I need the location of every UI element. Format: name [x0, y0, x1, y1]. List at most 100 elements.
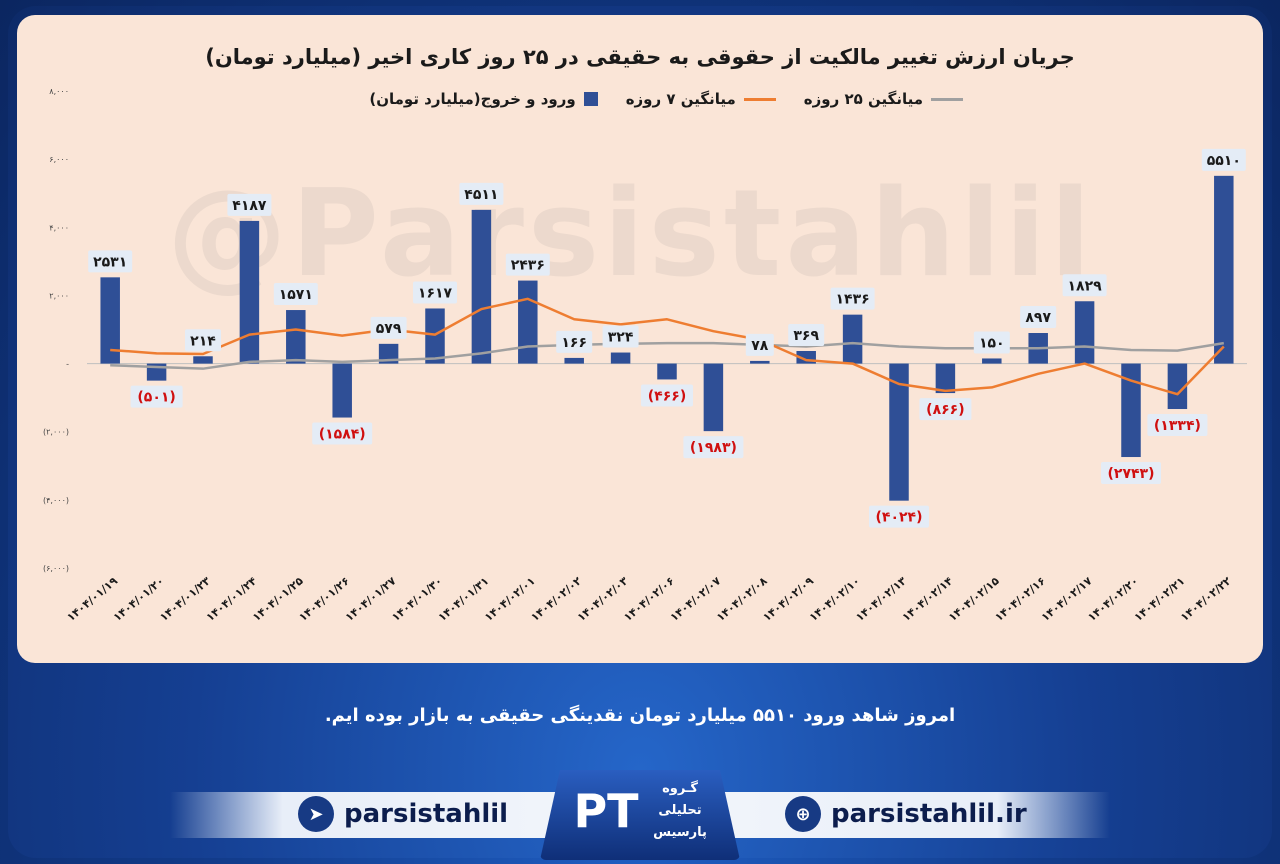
data-label-bg — [1201, 148, 1246, 171]
watermark: @Parsistahlil — [167, 165, 1096, 304]
bar — [842, 314, 863, 364]
bar — [378, 343, 399, 364]
bar — [982, 358, 1002, 364]
telegram-link[interactable]: ➤ parsistahlil — [298, 796, 508, 832]
bar — [703, 363, 724, 432]
y-tick-label: ۴,۰۰۰ — [49, 223, 69, 232]
bar — [610, 352, 631, 364]
data-label-bg — [505, 253, 550, 276]
legend-swatch-25day — [931, 97, 963, 101]
logo-text: گـروه تحلیلی پارسیس — [640, 778, 720, 844]
bar — [750, 360, 770, 364]
data-label-bg — [869, 505, 929, 528]
chart-legend: میانگین ۲۵ روزه میانگین ۷ روزه ورود و خر… — [369, 90, 963, 108]
line-25day-average — [110, 341, 1224, 370]
logo-text-line-2: تحلیلی — [658, 803, 702, 818]
data-label: ۱۸۲۹ — [1068, 278, 1103, 294]
legend-item-flow: ورود و خروج(میلیارد تومان) — [369, 90, 598, 108]
data-label-bg — [602, 325, 639, 348]
data-label-bg — [830, 287, 875, 310]
data-label: ۱۵۰ — [979, 335, 1005, 351]
bar — [286, 310, 306, 364]
data-label: (۸۶۶) — [926, 402, 964, 418]
data-label: ۵۷۹ — [376, 321, 402, 337]
legend-label-flow: ورود و خروج(میلیارد تومان) — [369, 90, 576, 108]
bar — [100, 277, 120, 364]
data-label: (۵۰۱) — [137, 390, 175, 406]
data-label-bg — [973, 331, 1010, 354]
data-label-bg — [185, 329, 221, 352]
data-label: ۱۶۱۷ — [418, 285, 453, 301]
data-label-bg — [312, 422, 373, 445]
data-label: ۵۵۱۰ — [1207, 153, 1241, 169]
data-label-bg — [1147, 414, 1208, 437]
data-label-bg — [683, 436, 744, 459]
bar — [1074, 301, 1095, 364]
caption-text: امروز شاهد ورود ۵۵۱۰ میلیارد تومان نقدین… — [324, 705, 956, 726]
data-label-bg — [370, 316, 407, 339]
y-tick-label: (۶,۰۰۰) — [43, 564, 69, 573]
data-label: (۴۰۲۴) — [876, 510, 923, 526]
telegram-handle: parsistahlil — [344, 799, 509, 829]
bar — [889, 363, 909, 501]
bar — [1167, 363, 1188, 410]
data-label-bg — [1062, 274, 1107, 297]
data-label-bg — [459, 182, 504, 205]
data-label: ۳۲۴ — [608, 330, 634, 346]
logo-text-line-3: پارسیس — [653, 825, 707, 840]
chart-panel: @Parsistahlil جریان ارزش تغییر مالکیت از… — [17, 15, 1263, 663]
data-label-bg — [1020, 306, 1057, 329]
legend-swatch-7day — [743, 97, 776, 101]
bar — [239, 220, 260, 364]
data-label-bg — [788, 323, 825, 346]
data-label-bg — [88, 250, 133, 273]
legend-swatch-flow — [583, 92, 598, 106]
y-tick-label: ۶,۰۰۰ — [49, 155, 69, 164]
data-label: ۲۵۳۱ — [93, 254, 127, 270]
data-label: ۴۱۸۷ — [232, 198, 267, 214]
data-label-bg — [556, 330, 593, 353]
data-label-bg — [273, 283, 318, 306]
data-label: ۷۸ — [751, 338, 769, 354]
data-label: ۱۴۳۶ — [836, 292, 870, 308]
bar — [1214, 175, 1234, 364]
bar — [425, 308, 445, 364]
data-label-bg — [130, 385, 183, 408]
legend-label-25day: میانگین ۲۵ روزه — [803, 90, 923, 108]
data-label: (۱۹۸۳) — [690, 440, 737, 456]
y-tick-label: - — [66, 360, 69, 369]
legend-label-7day: میانگین ۷ روزه — [625, 90, 736, 108]
x-tick-label: ۱۴۰۴/۰۲/۲۲ — [1178, 574, 1234, 624]
globe-icon: ⊕ — [785, 796, 821, 832]
data-label: ۲۱۴ — [190, 333, 216, 349]
data-label-bg — [1101, 462, 1161, 485]
data-label: ۲۴۳۶ — [511, 258, 545, 274]
data-label: (۱۵۸۴) — [319, 427, 366, 443]
data-label: (۲۷۴۳) — [1108, 466, 1155, 482]
data-label: (۱۳۳۴) — [1154, 418, 1201, 434]
data-label-bg — [413, 281, 457, 304]
bar — [1121, 363, 1141, 458]
bar — [518, 280, 538, 364]
data-label: ۱۶۶ — [561, 335, 587, 351]
legend-item-25day: میانگین ۲۵ روزه — [804, 90, 963, 108]
chart-svg: ۸,۰۰۰ ۶,۰۰۰ ۴,۰۰۰ ۲,۰۰۰ - (۲,۰۰۰) (۴,۰۰۰) (۶,۰۰… — [43, 87, 1247, 624]
legend-item-7day: میانگین ۷ روزه — [626, 90, 776, 108]
bar — [564, 357, 584, 364]
telegram-icon: ➤ — [298, 796, 334, 832]
y-tick-label: (۲,۰۰۰) — [43, 428, 69, 437]
bar — [935, 363, 956, 394]
bar — [471, 209, 492, 364]
data-label-bg — [641, 384, 693, 407]
logo-background — [540, 770, 740, 860]
y-tick-label: ۸,۰۰۰ — [49, 87, 69, 96]
data-label: (۴۶۶) — [648, 388, 686, 404]
website-url: parsistahlil.ir — [831, 799, 1027, 829]
data-label-bg — [919, 398, 972, 421]
data-label-bg — [745, 333, 774, 356]
website-link[interactable]: ⊕ parsistahlil.ir — [785, 796, 1027, 832]
logo-text-line-1: گـروه — [662, 781, 698, 796]
bar — [657, 363, 677, 380]
y-tick-label: ۲,۰۰۰ — [49, 291, 69, 300]
y-tick-label: (۴,۰۰۰) — [43, 496, 69, 505]
